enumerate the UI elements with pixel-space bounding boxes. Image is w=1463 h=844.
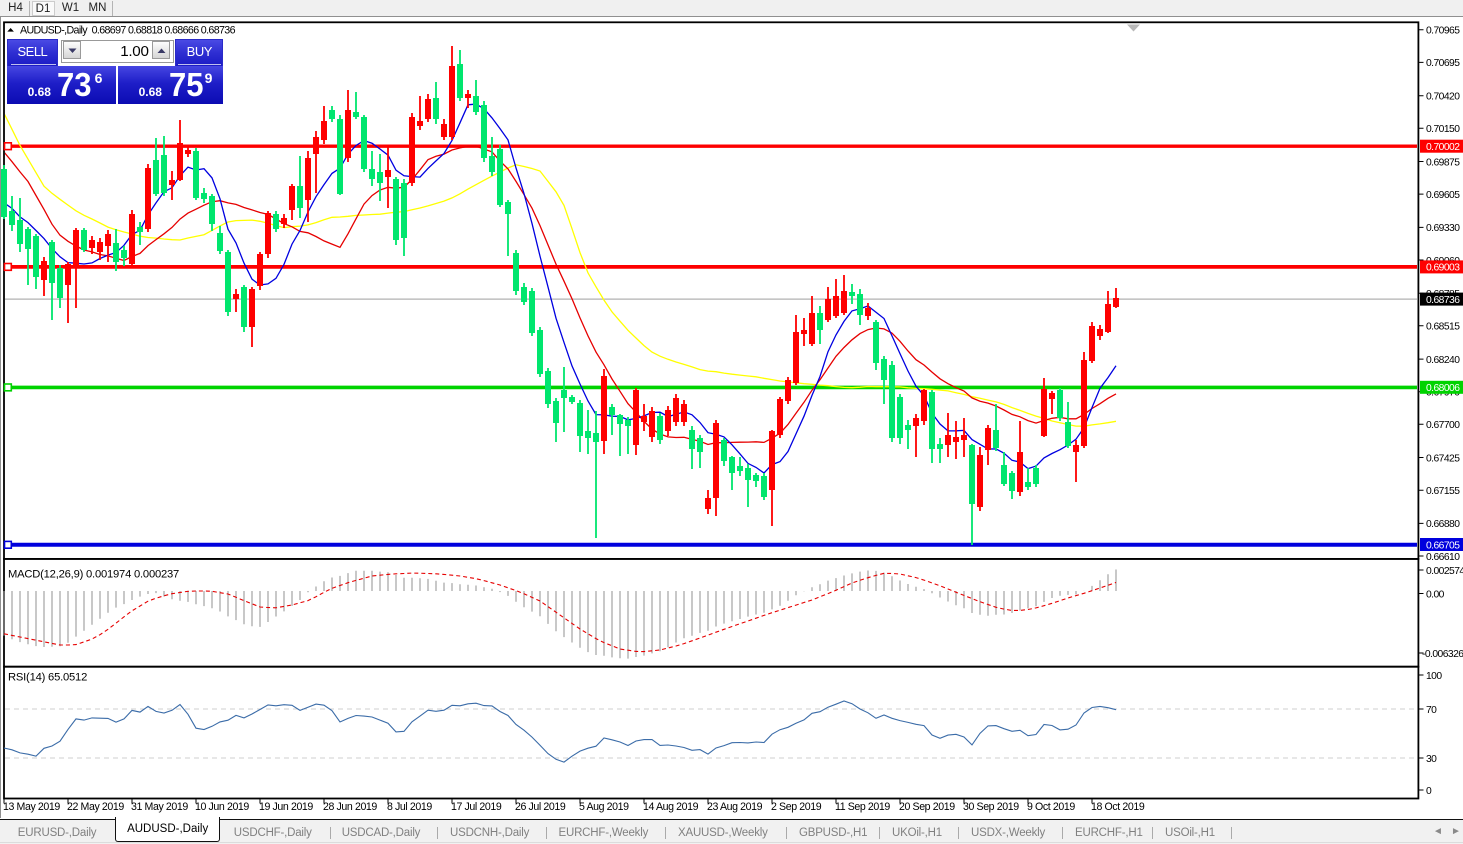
svg-text:0.68515: 0.68515: [1426, 322, 1460, 333]
svg-text:28 Jun 2019: 28 Jun 2019: [323, 801, 377, 813]
svg-text:5 Aug 2019: 5 Aug 2019: [579, 801, 629, 813]
svg-text:0: 0: [1426, 786, 1432, 797]
svg-text:0.68736: 0.68736: [1426, 295, 1460, 306]
svg-text:0.00: 0.00: [1426, 589, 1445, 600]
svg-text:0.66880: 0.66880: [1426, 519, 1460, 530]
svg-text:8 Jul 2019: 8 Jul 2019: [387, 801, 432, 813]
svg-text:0.69003: 0.69003: [1426, 263, 1460, 274]
svg-text:9 Oct 2019: 9 Oct 2019: [1027, 801, 1075, 813]
svg-text:AUDUSD-,Daily 0.68697 0.68818: AUDUSD-,Daily 0.68697 0.68818 0.68666 0.…: [20, 25, 236, 37]
svg-text:23 Aug 2019: 23 Aug 2019: [707, 801, 763, 813]
svg-text:11 Sep 2019: 11 Sep 2019: [835, 801, 890, 813]
svg-text:31 May 2019: 31 May 2019: [131, 801, 188, 813]
svg-text:0.69605: 0.69605: [1426, 190, 1460, 201]
svg-text:RSI(14) 65.0512: RSI(14) 65.0512: [8, 672, 87, 684]
svg-text:70: 70: [1426, 705, 1437, 716]
svg-text:100: 100: [1426, 671, 1442, 682]
svg-text:18 Oct 2019: 18 Oct 2019: [1091, 801, 1145, 813]
svg-text:0.66610: 0.66610: [1426, 552, 1460, 563]
svg-text:0.70002: 0.70002: [1426, 142, 1460, 153]
svg-text:26 Jul 2019: 26 Jul 2019: [515, 801, 566, 813]
svg-text:14 Aug 2019: 14 Aug 2019: [643, 801, 699, 813]
svg-text:0.68006: 0.68006: [1426, 383, 1460, 394]
svg-text:0.70420: 0.70420: [1426, 92, 1460, 103]
svg-text:2 Sep 2019: 2 Sep 2019: [771, 801, 822, 813]
svg-text:22 May 2019: 22 May 2019: [67, 801, 124, 813]
svg-text:0.70965: 0.70965: [1426, 26, 1460, 37]
svg-text:17 Jul 2019: 17 Jul 2019: [451, 801, 502, 813]
svg-text:0.69875: 0.69875: [1426, 157, 1460, 168]
svg-text:0.67425: 0.67425: [1426, 453, 1460, 464]
svg-text:0.70150: 0.70150: [1426, 124, 1460, 135]
svg-text:-0.006326: -0.006326: [1422, 649, 1463, 660]
svg-text:0.67155: 0.67155: [1426, 486, 1460, 497]
svg-text:10 Jun 2019: 10 Jun 2019: [195, 801, 249, 813]
svg-text:0.66705: 0.66705: [1426, 540, 1460, 551]
svg-text:0.68240: 0.68240: [1426, 355, 1460, 366]
svg-text:13 May 2019: 13 May 2019: [3, 801, 60, 813]
svg-text:0.002574: 0.002574: [1426, 566, 1463, 577]
svg-text:MACD(12,26,9) 0.001974 0.00023: MACD(12,26,9) 0.001974 0.000237: [8, 569, 179, 581]
svg-text:0.70695: 0.70695: [1426, 58, 1460, 69]
svg-text:0.69330: 0.69330: [1426, 223, 1460, 234]
svg-text:30: 30: [1426, 754, 1437, 765]
svg-text:19 Jun 2019: 19 Jun 2019: [259, 801, 313, 813]
svg-text:0.67700: 0.67700: [1426, 420, 1460, 431]
svg-text:20 Sep 2019: 20 Sep 2019: [899, 801, 955, 813]
svg-text:30 Sep 2019: 30 Sep 2019: [963, 801, 1019, 813]
